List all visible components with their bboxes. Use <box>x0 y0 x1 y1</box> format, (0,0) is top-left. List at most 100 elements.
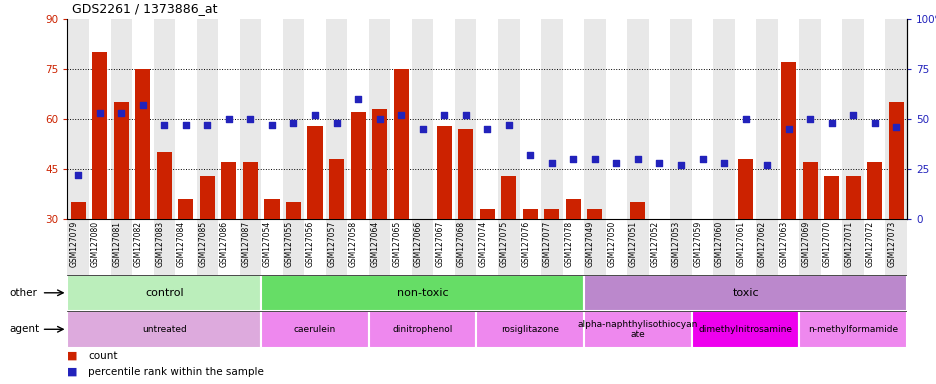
Bar <box>519 219 540 275</box>
Text: GSM127075: GSM127075 <box>499 221 508 267</box>
Point <box>544 160 559 166</box>
Bar <box>285 202 300 319</box>
Text: GSM127052: GSM127052 <box>650 221 659 267</box>
Bar <box>669 19 691 219</box>
Bar <box>738 159 753 319</box>
Text: other: other <box>9 288 37 298</box>
Bar <box>583 19 605 219</box>
Text: GSM127077: GSM127077 <box>542 221 551 267</box>
Text: dinitrophenol: dinitrophenol <box>392 325 452 334</box>
Text: agent: agent <box>9 324 39 334</box>
Bar <box>712 19 734 219</box>
Bar <box>455 219 476 275</box>
Bar <box>540 19 562 219</box>
Text: GSM127073: GSM127073 <box>886 221 896 267</box>
Text: GSM127078: GSM127078 <box>563 221 573 267</box>
Bar <box>412 219 433 275</box>
Text: rosiglitazone: rosiglitazone <box>501 325 559 334</box>
Text: count: count <box>88 351 117 361</box>
Bar <box>691 19 712 219</box>
Text: GSM127067: GSM127067 <box>434 221 444 267</box>
Point <box>738 116 753 122</box>
Bar <box>540 219 562 275</box>
Text: GSM127054: GSM127054 <box>263 221 271 267</box>
Bar <box>798 219 820 275</box>
Bar <box>777 219 798 275</box>
Bar <box>885 19 906 219</box>
Point <box>522 152 537 158</box>
Bar <box>154 19 175 219</box>
Bar <box>218 19 240 219</box>
Bar <box>347 19 369 219</box>
Text: GDS2261 / 1373886_at: GDS2261 / 1373886_at <box>72 2 217 15</box>
Bar <box>261 19 283 219</box>
Text: GSM127065: GSM127065 <box>391 221 401 267</box>
Text: percentile rank within the sample: percentile rank within the sample <box>88 367 264 377</box>
Bar <box>885 219 906 275</box>
Text: GSM127084: GSM127084 <box>177 221 185 267</box>
Text: GSM127060: GSM127060 <box>714 221 724 267</box>
Bar <box>261 311 369 348</box>
Point <box>329 120 344 126</box>
Point <box>824 120 839 126</box>
Bar <box>110 219 132 275</box>
Bar <box>820 19 841 219</box>
Bar <box>70 202 86 319</box>
Text: GSM127059: GSM127059 <box>693 221 702 267</box>
Bar <box>67 19 89 219</box>
Bar <box>283 19 304 219</box>
Bar <box>820 219 841 275</box>
Bar <box>522 209 537 319</box>
Bar <box>304 19 326 219</box>
Point <box>436 112 451 118</box>
Bar <box>630 202 645 319</box>
Bar <box>583 311 691 348</box>
Point <box>565 156 580 162</box>
Text: GSM127085: GSM127085 <box>198 221 207 267</box>
Bar <box>777 19 798 219</box>
Bar <box>412 19 433 219</box>
Text: GSM127066: GSM127066 <box>413 221 422 267</box>
Bar <box>89 19 110 219</box>
Bar <box>583 219 605 275</box>
Text: GSM127083: GSM127083 <box>155 221 164 267</box>
Bar <box>798 19 820 219</box>
Bar <box>199 175 214 319</box>
Point <box>156 122 171 128</box>
Text: GSM127051: GSM127051 <box>628 221 637 267</box>
Point <box>888 124 903 130</box>
Text: GSM127080: GSM127080 <box>91 221 99 267</box>
Bar <box>476 19 497 219</box>
Bar <box>369 311 476 348</box>
Bar <box>132 219 154 275</box>
Point <box>695 156 709 162</box>
Bar <box>798 311 906 348</box>
Text: GSM127049: GSM127049 <box>585 221 594 267</box>
Bar <box>626 219 648 275</box>
Bar <box>497 219 519 275</box>
Text: ■: ■ <box>67 351 81 361</box>
Bar <box>347 219 369 275</box>
Bar <box>841 219 863 275</box>
Bar <box>863 19 885 219</box>
Bar <box>605 19 626 219</box>
Point <box>113 110 128 116</box>
Bar <box>759 245 774 319</box>
Text: GSM127058: GSM127058 <box>349 221 358 267</box>
Bar <box>326 19 347 219</box>
Bar <box>283 219 304 275</box>
Bar <box>755 219 777 275</box>
Point <box>393 112 408 118</box>
Text: control: control <box>145 288 183 298</box>
Bar <box>92 53 108 319</box>
Text: GSM127068: GSM127068 <box>456 221 465 267</box>
Text: toxic: toxic <box>731 288 758 298</box>
Bar <box>476 219 497 275</box>
Bar <box>390 219 412 275</box>
Bar <box>110 19 132 219</box>
Bar <box>673 245 688 319</box>
Bar <box>863 219 885 275</box>
Bar <box>691 219 712 275</box>
Text: GSM127057: GSM127057 <box>328 221 336 267</box>
Text: ■: ■ <box>67 367 81 377</box>
